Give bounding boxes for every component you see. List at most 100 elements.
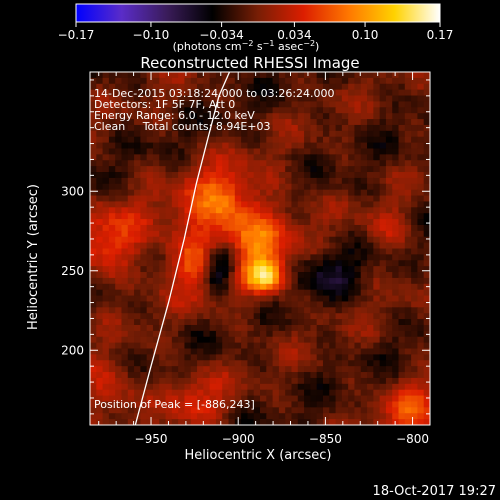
heatmap-cell [102, 113, 110, 120]
y-tick-label: 200 [61, 343, 84, 357]
heatmap-cell [291, 130, 299, 138]
heatmap-cell [215, 407, 223, 414]
heatmap-cell [291, 77, 299, 85]
heatmap-cell [329, 307, 337, 314]
heatmap-cell [341, 154, 349, 161]
heatmap-cell [404, 354, 412, 361]
heatmap-cell [146, 77, 154, 85]
heatmap-cell [108, 366, 116, 373]
heatmap-cell [260, 383, 267, 391]
heatmap-cell [373, 119, 381, 126]
heatmap-cell [90, 207, 97, 214]
heatmap-cell [417, 201, 425, 208]
heatmap-cell [354, 319, 362, 326]
heatmap-cell [140, 324, 148, 332]
heatmap-cell [184, 95, 192, 103]
heatmap-cell [335, 195, 343, 203]
heatmap-cell [171, 336, 179, 344]
heatmap-cell [404, 383, 412, 391]
heatmap-cell [215, 177, 223, 185]
heatmap-cell [184, 142, 192, 150]
heatmap-cell [360, 313, 368, 320]
heatmap-cell [291, 277, 299, 285]
heatmap-cell [165, 183, 173, 191]
heatmap-cell [310, 89, 318, 97]
heatmap-cell [228, 295, 236, 303]
heatmap-cell [335, 395, 343, 403]
heatmap-cell [197, 219, 204, 226]
heatmap-cell [203, 107, 211, 114]
heatmap-cell [385, 348, 393, 355]
heatmap-cell [373, 301, 381, 308]
heatmap-cell [404, 401, 412, 408]
heatmap-cell [102, 348, 110, 355]
heatmap-cell [96, 283, 104, 291]
heatmap-cell [310, 419, 318, 425]
heatmap-cell [417, 189, 425, 197]
heatmap-cell [127, 142, 135, 150]
heatmap-cell [360, 201, 368, 208]
heatmap-cell [379, 248, 387, 255]
heatmap-cell [385, 124, 393, 132]
heatmap-cell [379, 260, 387, 267]
heatmap-cell [140, 307, 148, 314]
heatmap-cell [354, 83, 362, 91]
heatmap-cell [253, 413, 261, 420]
heatmap-cell [385, 283, 393, 291]
heatmap-cell [197, 189, 204, 197]
heatmap-cell [115, 83, 123, 91]
heatmap-cell [241, 272, 249, 279]
heatmap-cell [385, 377, 393, 385]
heatmap-cell [379, 189, 387, 197]
heatmap-cell [146, 101, 154, 108]
heatmap-cell [127, 101, 135, 108]
heatmap-cell [367, 230, 374, 238]
heatmap-cell [404, 207, 412, 214]
heatmap-cell [203, 177, 211, 185]
heatmap-cell [171, 130, 179, 138]
heatmap-cell [417, 260, 425, 267]
heatmap-cell [115, 389, 123, 397]
heatmap-cell [379, 154, 387, 161]
heatmap-cell [392, 101, 400, 108]
heatmap-cell [165, 119, 173, 126]
heatmap-cell [348, 89, 356, 97]
heatmap-cell [348, 360, 356, 367]
heatmap-cell [285, 89, 293, 97]
heatmap-cell [121, 377, 129, 385]
heatmap-cell [385, 336, 393, 344]
heatmap-cell [159, 395, 167, 403]
heatmap-cell [96, 230, 104, 238]
heatmap-cell [228, 195, 236, 203]
heatmap-cell [348, 348, 356, 355]
heatmap-cell [228, 142, 236, 150]
heatmap-cell [127, 124, 135, 132]
heatmap-cell [108, 183, 116, 191]
heatmap-cell [272, 389, 280, 397]
heatmap-cell [234, 272, 242, 279]
heatmap-cell [159, 354, 167, 361]
heatmap-cell [373, 295, 381, 303]
heatmap-cell [310, 254, 318, 261]
heatmap-cell [348, 330, 356, 338]
heatmap-cell [260, 136, 267, 144]
colorbar-tick-label: 0.034 [277, 28, 311, 42]
heatmap-cell [411, 330, 419, 338]
heatmap-cell [178, 354, 186, 361]
heatmap-cell [234, 195, 242, 203]
heatmap-cell [190, 83, 198, 91]
heatmap-cell [297, 354, 305, 361]
heatmap-cell [291, 407, 299, 414]
heatmap-cell [329, 395, 337, 403]
heatmap-cell [348, 342, 356, 350]
heatmap-cell [253, 224, 261, 232]
heatmap-cell [417, 113, 425, 120]
heatmap-cell [291, 254, 299, 261]
heatmap-cell [222, 230, 230, 238]
heatmap-cell [404, 342, 412, 350]
heatmap-cell [184, 183, 192, 191]
heatmap-cell [90, 366, 97, 373]
heatmap-cell [146, 389, 154, 397]
heatmap-cell [253, 266, 261, 273]
heatmap-cell [266, 419, 274, 425]
